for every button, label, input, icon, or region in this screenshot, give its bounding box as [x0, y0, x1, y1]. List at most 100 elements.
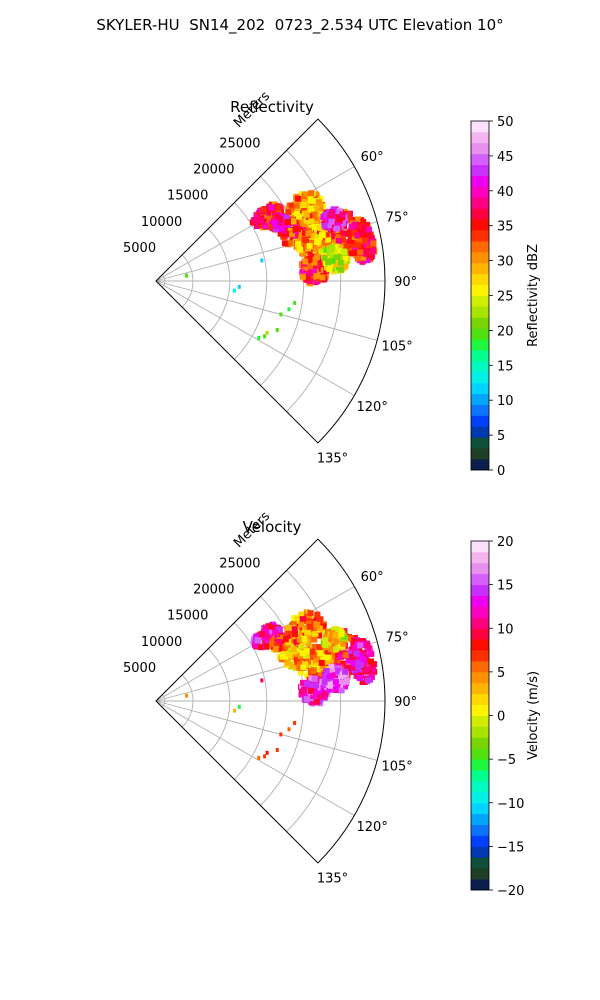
radial-tick-label: 10000: [141, 215, 182, 230]
echo-cell: [275, 626, 282, 633]
echo-cell: [302, 661, 309, 668]
echo-cell: [265, 209, 272, 216]
echo-cell: [307, 610, 314, 617]
echo-cell: [319, 274, 326, 281]
echo-cell: [314, 656, 321, 663]
colorbar-segment: [471, 726, 489, 738]
echo-cell: [365, 226, 372, 233]
azimuth-tick-label: 120°: [357, 820, 388, 835]
echo-speck: [237, 284, 241, 289]
echo-cell: [307, 270, 314, 277]
echo-cell: [318, 689, 325, 696]
echo-cell: [288, 202, 295, 209]
echo-cell: [357, 249, 364, 256]
echo-cell: [322, 690, 329, 697]
echo-cell: [326, 672, 333, 679]
echo-cell: [305, 230, 312, 237]
echo-cell: [251, 217, 258, 224]
colorbar-segment: [471, 868, 489, 880]
echo-cell: [344, 243, 351, 250]
sector-frame: [155, 118, 386, 444]
colorbar-segment: [471, 131, 489, 144]
echo-cell: [310, 268, 317, 275]
colorbar-segment: [471, 393, 489, 405]
echo-cell: [320, 623, 327, 630]
echo-speck: [257, 335, 261, 340]
radial-tick-label: 25000: [219, 136, 260, 151]
echo-cell: [364, 257, 371, 264]
echo-cell: [267, 630, 274, 637]
echo-speck: [260, 678, 264, 683]
echo-cell: [266, 215, 273, 222]
echo-cell: [368, 651, 375, 658]
echo-cell: [310, 621, 317, 628]
echo-cell: [328, 659, 335, 666]
azimuth-tick-label: 105°: [381, 760, 412, 775]
echo-cell: [332, 638, 339, 645]
echo-cell: [332, 244, 339, 251]
echo-cell: [337, 259, 344, 266]
echo-cell: [368, 234, 375, 241]
colorbar-segment: [471, 142, 489, 155]
azimuth-tick-label: 120°: [357, 400, 388, 415]
echo-cell: [302, 258, 309, 265]
echo-cell: [335, 254, 342, 261]
colorbar-segment: [471, 813, 489, 825]
echo-cell: [328, 211, 335, 218]
echo-speck: [265, 750, 269, 755]
echo-cell: [303, 648, 310, 655]
colorbar-segment: [471, 426, 489, 438]
echo-cell: [325, 237, 332, 244]
colorbar-segment: [471, 541, 489, 553]
colorbar-tick-label: 25: [497, 290, 514, 305]
echo-cell: [352, 221, 359, 228]
echo-cell: [352, 644, 359, 651]
echo-speck: [287, 727, 291, 732]
echo-cell: [328, 633, 335, 640]
echo-cell: [281, 643, 288, 650]
echo-cell: [308, 218, 315, 225]
echo-cell: [314, 611, 321, 618]
echo-cell: [309, 648, 316, 655]
echo-cell: [303, 217, 310, 224]
echo-cell: [293, 202, 300, 209]
echo-cell: [303, 211, 310, 218]
colorbar-segment: [471, 197, 489, 209]
colorbar-tick-label: −10: [497, 797, 524, 812]
colorbar-segment: [471, 704, 489, 716]
colorbar-segment: [471, 628, 489, 640]
colorbar-segment: [471, 186, 489, 198]
echo-cell: [311, 651, 318, 658]
echo-cell: [353, 650, 360, 657]
echo-cell: [263, 643, 270, 650]
echo-cell: [293, 656, 300, 663]
echo-cell: [297, 669, 304, 676]
colorbar-segment: [471, 617, 489, 629]
echo-cell: [341, 249, 348, 256]
echo-cell: [335, 214, 342, 221]
azimuth-tick-label: 75°: [386, 210, 409, 225]
echo-cell: [354, 255, 361, 262]
echo-cell: [302, 191, 309, 198]
echo-cell: [279, 653, 286, 660]
colorbar-tick-label: 30: [497, 255, 514, 270]
echo-cell: [321, 239, 328, 246]
echo-cell: [345, 664, 352, 671]
echo-cell: [317, 649, 324, 656]
echo-region: [347, 637, 378, 686]
echo-cell: [326, 681, 333, 688]
echo-cell: [356, 674, 363, 681]
echo-cell: [268, 204, 275, 211]
colorbar-segment: [471, 240, 489, 253]
echo-cell: [307, 196, 314, 203]
echo-cell: [320, 685, 327, 692]
echo-cell: [291, 630, 298, 637]
echo-cell: [360, 224, 367, 231]
echo-speck: [275, 747, 279, 752]
echo-speck: [279, 732, 283, 737]
echo-region: [284, 190, 327, 226]
echo-cell: [288, 240, 295, 247]
echo-cell: [360, 656, 367, 663]
grid-spoke: [155, 280, 355, 396]
echo-cell: [275, 638, 282, 645]
